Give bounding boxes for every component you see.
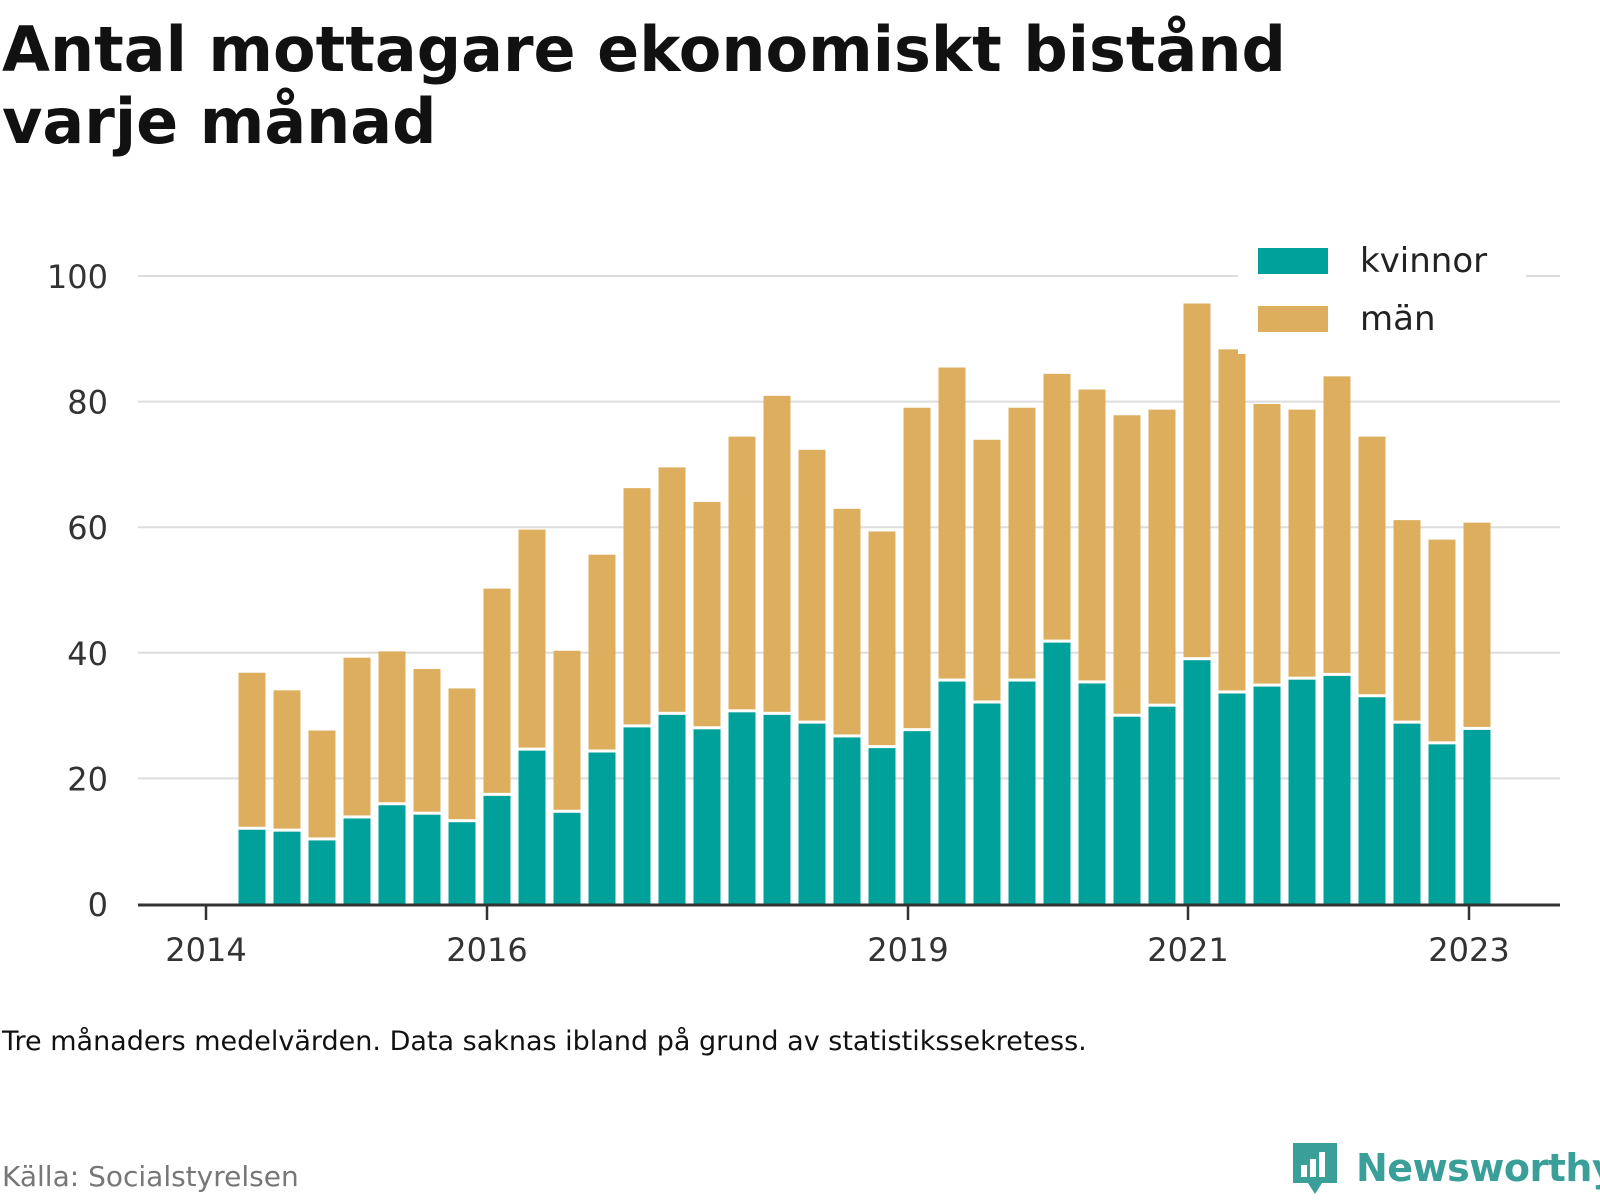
bar-segment-man — [553, 650, 581, 810]
bar-segment-man — [1358, 436, 1386, 695]
chart-canvas: 0 20 40 60 80 100 2014 2016 2019 2021 2023 kvinnor… — [46, 234, 1560, 969]
bar-segment-man — [1463, 522, 1491, 727]
bar-segment-man — [1148, 409, 1176, 704]
bar-segment-man — [518, 529, 546, 748]
bar-segment-man — [903, 407, 931, 729]
bar-segment-man — [658, 467, 686, 712]
x-tick-label: 2021 — [1147, 931, 1228, 969]
chart-note: Tre månaders medelvärden. Data saknas ib… — [2, 1026, 1087, 1057]
bar-segment-kvinnor — [1183, 660, 1211, 904]
y-tick-label: 0 — [88, 886, 108, 924]
bar-segment-man — [413, 668, 441, 812]
bar-segment-kvinnor — [378, 805, 406, 904]
y-tick-label: 60 — [67, 509, 108, 547]
bar-segment-kvinnor — [658, 714, 686, 904]
x-tick-label: 2014 — [165, 931, 246, 969]
bar-segment-kvinnor — [1253, 686, 1281, 904]
bar-segment-man — [1288, 409, 1316, 677]
bar-segment-kvinnor — [623, 727, 651, 904]
bar-segment-man — [1043, 373, 1071, 640]
axes: 0 20 40 60 80 100 2014 2016 2019 2021 2023 — [47, 258, 1560, 969]
bar-segment-man — [728, 436, 756, 710]
chart-title: Antal mottagare ekonomiskt bistånd varje… — [2, 13, 1286, 158]
source-label: Källa: Socialstyrelsen — [2, 1160, 299, 1193]
x-tick-label: 2016 — [446, 931, 527, 969]
y-tick-label: 80 — [67, 384, 108, 422]
bar-segment-kvinnor — [1463, 729, 1491, 904]
legend-swatch-man — [1258, 306, 1328, 332]
bar-segment-kvinnor — [238, 829, 266, 904]
y-tick-label: 20 — [67, 760, 108, 798]
bar-segment-kvinnor — [1008, 681, 1036, 904]
bar-segment-kvinnor — [1323, 675, 1351, 904]
bar-segment-kvinnor — [763, 714, 791, 904]
bar-segment-man — [798, 449, 826, 721]
bar-segment-man — [938, 367, 966, 679]
bar-segment-kvinnor — [938, 681, 966, 904]
bar-segment-man — [343, 657, 371, 816]
bars — [238, 303, 1491, 904]
bar-segment-man — [1253, 403, 1281, 684]
bar-segment-kvinnor — [1218, 693, 1246, 904]
bar-segment-man — [308, 730, 336, 838]
bar-segment-man — [1218, 349, 1246, 691]
bar-segment-kvinnor — [833, 737, 861, 904]
bar-segment-man — [448, 688, 476, 820]
bar-segment-man — [483, 588, 511, 793]
bar-segment-kvinnor — [413, 814, 441, 904]
bar-segment-kvinnor — [868, 748, 896, 904]
bar-segment-man — [1393, 520, 1421, 721]
bar-segment-man — [273, 690, 301, 829]
bar-segment-kvinnor — [693, 729, 721, 904]
bar-segment-man — [1428, 539, 1456, 742]
bar-segment-kvinnor — [1393, 723, 1421, 904]
bar-segment-kvinnor — [1043, 642, 1071, 904]
bar-segment-kvinnor — [903, 731, 931, 904]
bar-segment-man — [238, 672, 266, 827]
brand-name: Newsworthy — [1356, 1146, 1600, 1190]
bar-segment-kvinnor — [518, 750, 546, 904]
bar-segment-kvinnor — [308, 840, 336, 904]
bar-segment-man — [973, 439, 1001, 701]
bar-segment-man — [588, 554, 616, 750]
bar-segment-kvinnor — [588, 752, 616, 904]
bar-segment-kvinnor — [483, 795, 511, 904]
bar-segment-man — [833, 508, 861, 735]
x-tick-label: 2023 — [1428, 931, 1509, 969]
legend-swatch-kvinnor — [1258, 248, 1328, 274]
bar-segment-man — [1323, 376, 1351, 673]
bar-segment-man — [1183, 303, 1211, 658]
bar-segment-kvinnor — [553, 812, 581, 904]
bar-segment-kvinnor — [798, 723, 826, 904]
y-tick-label: 100 — [47, 258, 108, 296]
bar-segment-man — [1113, 415, 1141, 714]
bar-segment-kvinnor — [1113, 716, 1141, 904]
bar-chart-speech-bubble-icon — [1293, 1143, 1337, 1194]
bar-segment-kvinnor — [1358, 697, 1386, 904]
bar-segment-kvinnor — [273, 831, 301, 904]
bar-segment-kvinnor — [448, 822, 476, 904]
bar-segment-man — [378, 651, 406, 803]
bar-segment-kvinnor — [1148, 706, 1176, 904]
bar-segment-man — [1008, 407, 1036, 679]
bar-segment-man — [763, 395, 791, 712]
x-tick-label: 2019 — [867, 931, 948, 969]
bar-segment-kvinnor — [1288, 679, 1316, 904]
legend-label-kvinnor: kvinnor — [1360, 241, 1487, 281]
bar-segment-man — [868, 531, 896, 746]
bar-segment-kvinnor — [343, 818, 371, 904]
bar-segment-kvinnor — [1428, 744, 1456, 904]
bar-segment-man — [623, 488, 651, 725]
bar-segment-kvinnor — [973, 703, 1001, 904]
brand-logo[interactable]: Newsworthy — [1290, 1140, 1600, 1196]
bar-segment-man — [693, 501, 721, 727]
bar-segment-kvinnor — [728, 712, 756, 904]
legend-label-man: män — [1360, 299, 1436, 339]
legend: kvinnor män — [1238, 234, 1526, 354]
bar-segment-kvinnor — [1078, 683, 1106, 904]
bar-segment-man — [1078, 389, 1106, 681]
y-tick-label: 40 — [67, 635, 108, 673]
